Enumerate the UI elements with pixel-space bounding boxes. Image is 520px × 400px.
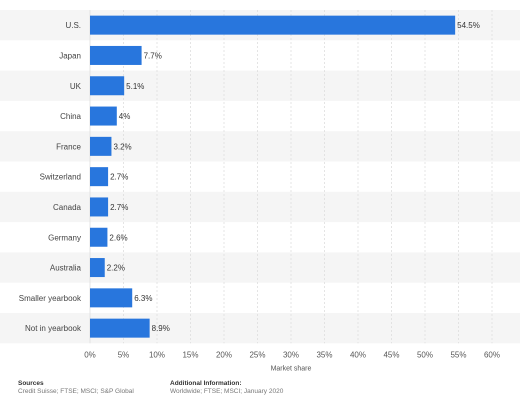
sources-title: Sources xyxy=(18,380,44,387)
data-label: 6.3% xyxy=(134,294,152,303)
bar-smaller-yearbook xyxy=(90,288,133,308)
category-label: Switzerland xyxy=(40,173,81,182)
bar-japan xyxy=(90,45,142,65)
data-label: 4% xyxy=(119,112,131,121)
data-label: 5.1% xyxy=(126,82,144,91)
category-label: Not in yearbook xyxy=(25,324,82,333)
category-label: Canada xyxy=(53,203,82,212)
x-tick-label: 25% xyxy=(249,350,265,359)
data-label: 54.5% xyxy=(457,21,480,30)
row-band xyxy=(0,252,520,283)
data-label: 3.2% xyxy=(113,142,131,151)
row-band xyxy=(0,131,520,162)
additional-info-text: Worldwide; FTSE; MSCI; January 2020 xyxy=(170,388,284,395)
x-tick-label: 55% xyxy=(450,350,466,359)
row-band xyxy=(0,313,520,344)
x-tick-label: 5% xyxy=(118,350,130,359)
data-label: 8.9% xyxy=(152,324,170,333)
bar-germany xyxy=(90,227,108,247)
x-tick-label: 20% xyxy=(216,350,232,359)
bar-chart: U.S. 54.5% Japan 7.7% UK 5.1% China 4% France 3.2… xyxy=(0,10,520,373)
category-label: UK xyxy=(70,82,82,91)
x-tick-label: 60% xyxy=(484,350,500,359)
sources-text: Credit Suisse; FTSE; MSCI; S&P Global xyxy=(18,388,134,395)
data-label: 2.6% xyxy=(109,233,127,242)
additional-info-block: Additional Information: Worldwide; FTSE;… xyxy=(170,380,283,396)
bar-france xyxy=(90,136,112,156)
category-label: France xyxy=(56,142,81,151)
category-label: Germany xyxy=(48,233,81,242)
x-tick-label: 40% xyxy=(350,350,366,359)
category-label: Smaller yearbook xyxy=(19,294,82,303)
row-band xyxy=(0,191,520,223)
category-label: Japan xyxy=(59,51,81,60)
data-label: 2.7% xyxy=(110,173,128,182)
x-tick-label: 50% xyxy=(417,350,433,359)
row-band xyxy=(0,70,520,101)
x-tick-label: 35% xyxy=(316,350,332,359)
x-tick-label: 15% xyxy=(182,350,198,359)
x-tick-label: 10% xyxy=(149,350,165,359)
bar-switzerland xyxy=(90,167,109,187)
footer: Sources Credit Suisse; FTSE; MSCI; S&P G… xyxy=(18,380,508,400)
bar-uk xyxy=(90,76,125,96)
x-tick-label: 30% xyxy=(283,350,299,359)
sources-block: Sources Credit Suisse; FTSE; MSCI; S&P G… xyxy=(18,380,134,396)
data-label: 2.7% xyxy=(110,203,128,212)
bar-canada xyxy=(90,197,109,217)
bar-australia xyxy=(90,258,105,278)
data-label: 2.2% xyxy=(107,264,125,273)
category-label: U.S. xyxy=(65,21,81,30)
x-tick-label: 45% xyxy=(383,350,399,359)
category-label: Australia xyxy=(50,264,82,273)
bar-not-in-yearbook xyxy=(90,318,150,338)
data-label: 7.7% xyxy=(144,51,162,60)
additional-info-title: Additional Information: xyxy=(170,380,242,387)
bar-china xyxy=(90,106,117,126)
bar-u-s- xyxy=(90,15,456,35)
category-label: China xyxy=(60,112,81,121)
x-tick-label: 0% xyxy=(84,350,96,359)
x-axis-title: Market share xyxy=(271,365,312,372)
